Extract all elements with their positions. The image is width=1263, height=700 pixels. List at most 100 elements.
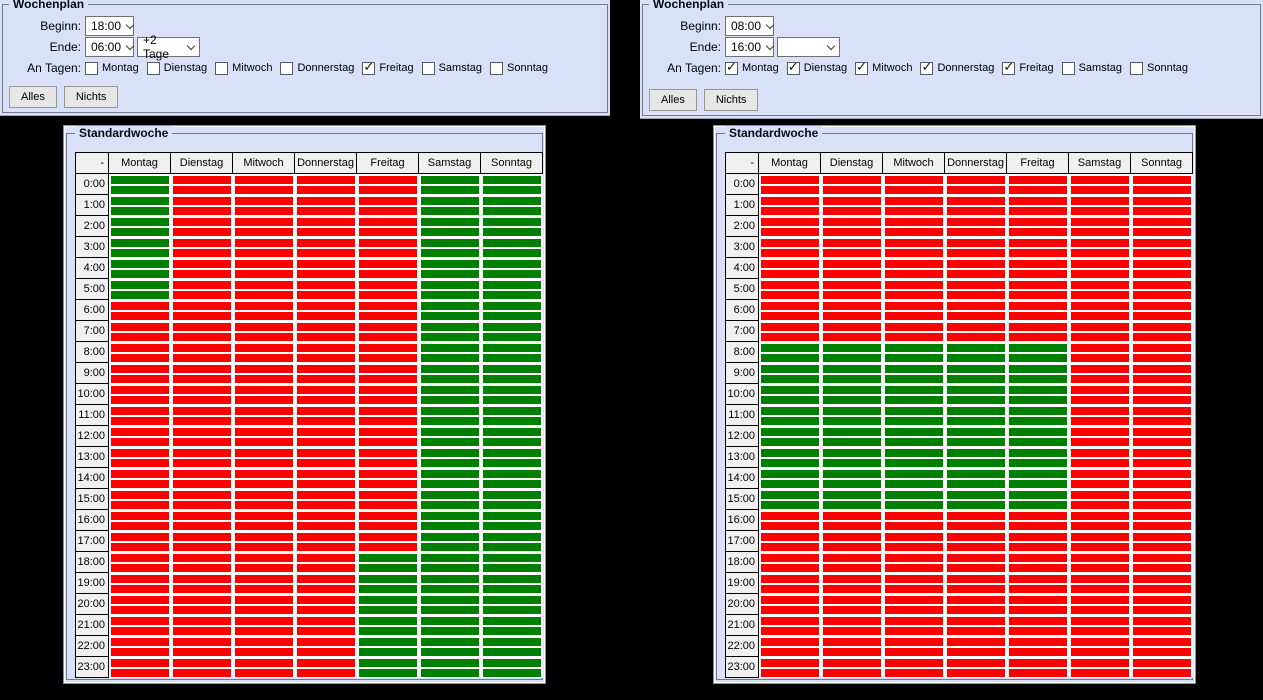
schedule-cell-mitwoch-11[interactable] [235, 291, 293, 299]
schedule-cell-mitwoch-37[interactable] [885, 564, 943, 572]
schedule-cell-freitag-30[interactable] [1009, 491, 1067, 499]
schedule-cell-dienstag-36[interactable] [823, 554, 881, 562]
schedule-cell-mitwoch-28[interactable] [885, 470, 943, 478]
schedule-cell-sonntag-44[interactable] [1133, 638, 1191, 646]
schedule-cell-sonntag-3[interactable] [483, 207, 541, 215]
schedule-cell-freitag-18[interactable] [359, 365, 417, 373]
schedule-cell-samstag-45[interactable] [1071, 648, 1129, 656]
schedule-cell-samstag-28[interactable] [421, 470, 479, 478]
schedule-cell-sonntag-39[interactable] [483, 585, 541, 593]
schedule-cell-donnerstag-34[interactable] [297, 533, 355, 541]
schedule-cell-freitag-15[interactable] [1009, 333, 1067, 341]
schedule-cell-dienstag-21[interactable] [173, 396, 231, 404]
schedule-cell-donnerstag-19[interactable] [947, 375, 1005, 383]
schedule-cell-montag-17[interactable] [761, 354, 819, 362]
schedule-cell-montag-4[interactable] [111, 218, 169, 226]
schedule-cell-freitag-13[interactable] [1009, 312, 1067, 320]
schedule-cell-montag-31[interactable] [111, 501, 169, 509]
schedule-cell-freitag-16[interactable] [1009, 344, 1067, 352]
schedule-cell-samstag-32[interactable] [1071, 512, 1129, 520]
schedule-cell-samstag-46[interactable] [1071, 659, 1129, 667]
schedule-cell-donnerstag-9[interactable] [297, 270, 355, 278]
schedule-cell-samstag-47[interactable] [421, 669, 479, 677]
schedule-cell-samstag-23[interactable] [421, 417, 479, 425]
schedule-cell-donnerstag-3[interactable] [297, 207, 355, 215]
schedule-cell-dienstag-43[interactable] [173, 627, 231, 635]
schedule-cell-montag-42[interactable] [111, 617, 169, 625]
schedule-cell-mitwoch-20[interactable] [235, 386, 293, 394]
schedule-cell-samstag-33[interactable] [1071, 522, 1129, 530]
schedule-cell-samstag-25[interactable] [421, 438, 479, 446]
schedule-cell-donnerstag-19[interactable] [297, 375, 355, 383]
ende-offset-select[interactable]: +2 Tage [137, 33, 200, 61]
schedule-cell-freitag-40[interactable] [1009, 596, 1067, 604]
schedule-cell-montag-36[interactable] [111, 554, 169, 562]
schedule-cell-sonntag-20[interactable] [483, 386, 541, 394]
schedule-cell-mitwoch-19[interactable] [235, 375, 293, 383]
schedule-cell-montag-39[interactable] [761, 585, 819, 593]
schedule-cell-samstag-16[interactable] [421, 344, 479, 352]
schedule-cell-samstag-34[interactable] [421, 533, 479, 541]
schedule-cell-samstag-42[interactable] [421, 617, 479, 625]
schedule-cell-freitag-10[interactable] [359, 281, 417, 289]
schedule-cell-donnerstag-31[interactable] [947, 501, 1005, 509]
schedule-cell-mitwoch-1[interactable] [235, 186, 293, 194]
schedule-cell-freitag-24[interactable] [359, 428, 417, 436]
schedule-cell-mitwoch-3[interactable] [885, 207, 943, 215]
schedule-cell-freitag-41[interactable] [359, 606, 417, 614]
checkbox-montag[interactable] [85, 61, 98, 75]
schedule-cell-montag-37[interactable] [111, 564, 169, 572]
schedule-cell-sonntag-34[interactable] [1133, 533, 1191, 541]
schedule-cell-dienstag-39[interactable] [823, 585, 881, 593]
schedule-cell-sonntag-9[interactable] [483, 270, 541, 278]
schedule-cell-dienstag-45[interactable] [823, 648, 881, 656]
schedule-cell-mitwoch-21[interactable] [235, 396, 293, 404]
schedule-cell-freitag-9[interactable] [359, 270, 417, 278]
schedule-cell-montag-20[interactable] [761, 386, 819, 394]
schedule-cell-dienstag-3[interactable] [823, 207, 881, 215]
schedule-cell-samstag-5[interactable] [1071, 228, 1129, 236]
schedule-cell-sonntag-15[interactable] [1133, 333, 1191, 341]
schedule-cell-donnerstag-24[interactable] [297, 428, 355, 436]
schedule-cell-sonntag-35[interactable] [1133, 543, 1191, 551]
schedule-cell-dienstag-14[interactable] [173, 323, 231, 331]
schedule-cell-donnerstag-29[interactable] [947, 480, 1005, 488]
schedule-cell-freitag-27[interactable] [359, 459, 417, 467]
schedule-cell-sonntag-47[interactable] [1133, 669, 1191, 677]
schedule-cell-dienstag-11[interactable] [823, 291, 881, 299]
schedule-cell-samstag-34[interactable] [1071, 533, 1129, 541]
schedule-cell-dienstag-32[interactable] [173, 512, 231, 520]
schedule-cell-dienstag-35[interactable] [823, 543, 881, 551]
schedule-cell-freitag-25[interactable] [359, 438, 417, 446]
schedule-cell-freitag-44[interactable] [359, 638, 417, 646]
schedule-cell-montag-34[interactable] [761, 533, 819, 541]
schedule-cell-samstag-43[interactable] [1071, 627, 1129, 635]
schedule-cell-dienstag-1[interactable] [173, 186, 231, 194]
schedule-cell-mitwoch-33[interactable] [235, 522, 293, 530]
schedule-cell-mitwoch-12[interactable] [235, 302, 293, 310]
schedule-cell-montag-14[interactable] [111, 323, 169, 331]
schedule-cell-dienstag-42[interactable] [173, 617, 231, 625]
schedule-cell-montag-25[interactable] [761, 438, 819, 446]
schedule-cell-montag-26[interactable] [111, 449, 169, 457]
schedule-cell-dienstag-30[interactable] [823, 491, 881, 499]
checkbox-donnerstag[interactable] [280, 61, 294, 75]
schedule-cell-donnerstag-5[interactable] [297, 228, 355, 236]
schedule-cell-donnerstag-20[interactable] [297, 386, 355, 394]
schedule-cell-dienstag-38[interactable] [823, 575, 881, 583]
schedule-cell-sonntag-19[interactable] [1133, 375, 1191, 383]
schedule-cell-sonntag-42[interactable] [483, 617, 541, 625]
schedule-cell-dienstag-3[interactable] [173, 207, 231, 215]
schedule-cell-montag-24[interactable] [761, 428, 819, 436]
schedule-cell-donnerstag-8[interactable] [297, 260, 355, 268]
schedule-cell-sonntag-7[interactable] [1133, 249, 1191, 257]
schedule-cell-freitag-10[interactable] [1009, 281, 1067, 289]
schedule-cell-mitwoch-43[interactable] [235, 627, 293, 635]
schedule-cell-donnerstag-14[interactable] [297, 323, 355, 331]
schedule-cell-sonntag-12[interactable] [483, 302, 541, 310]
schedule-cell-donnerstag-21[interactable] [297, 396, 355, 404]
schedule-cell-donnerstag-47[interactable] [947, 669, 1005, 677]
schedule-cell-dienstag-45[interactable] [173, 648, 231, 656]
schedule-cell-montag-21[interactable] [111, 396, 169, 404]
schedule-cell-freitag-1[interactable] [359, 186, 417, 194]
